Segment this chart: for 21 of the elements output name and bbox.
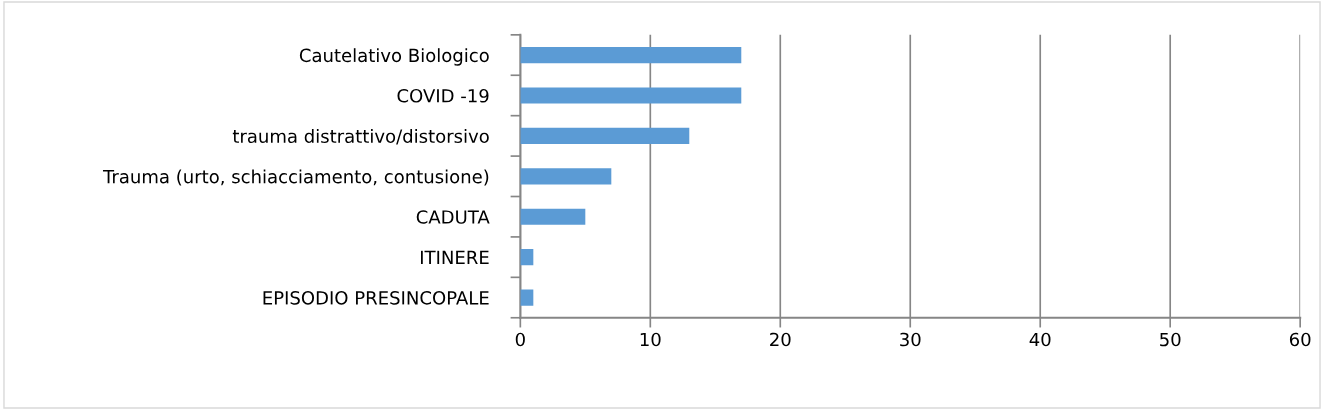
bar bbox=[520, 46, 742, 64]
bar bbox=[520, 249, 534, 266]
x-tick-label: 20 bbox=[770, 332, 791, 347]
x-tick-label: 0 bbox=[515, 332, 525, 347]
bar bbox=[520, 168, 612, 185]
bar bbox=[520, 87, 742, 104]
bar bbox=[520, 289, 534, 306]
y-tick-label: ITINERE bbox=[421, 250, 489, 264]
bar bbox=[520, 127, 690, 144]
y-tick-label: Cautelativo Biologico bbox=[299, 48, 489, 66]
x-tick-label: 60 bbox=[1289, 332, 1311, 347]
y-tick-label: CADUTA bbox=[416, 210, 490, 224]
y-tick-label: trauma distrattivo/distorsivo bbox=[232, 129, 489, 145]
y-tick-label: EPISODIO PRESINCOPALE bbox=[263, 291, 489, 305]
x-tick-label: 50 bbox=[1160, 332, 1181, 347]
x-tick-label: 10 bbox=[640, 332, 661, 347]
x-tick-label: 40 bbox=[1029, 332, 1051, 347]
y-tick-label: Trauma (urto, schiacciamento, contusione) bbox=[102, 169, 489, 186]
x-tick-label: 30 bbox=[900, 332, 921, 347]
bar bbox=[520, 208, 586, 225]
y-tick-label: COVID -19 bbox=[397, 88, 489, 103]
